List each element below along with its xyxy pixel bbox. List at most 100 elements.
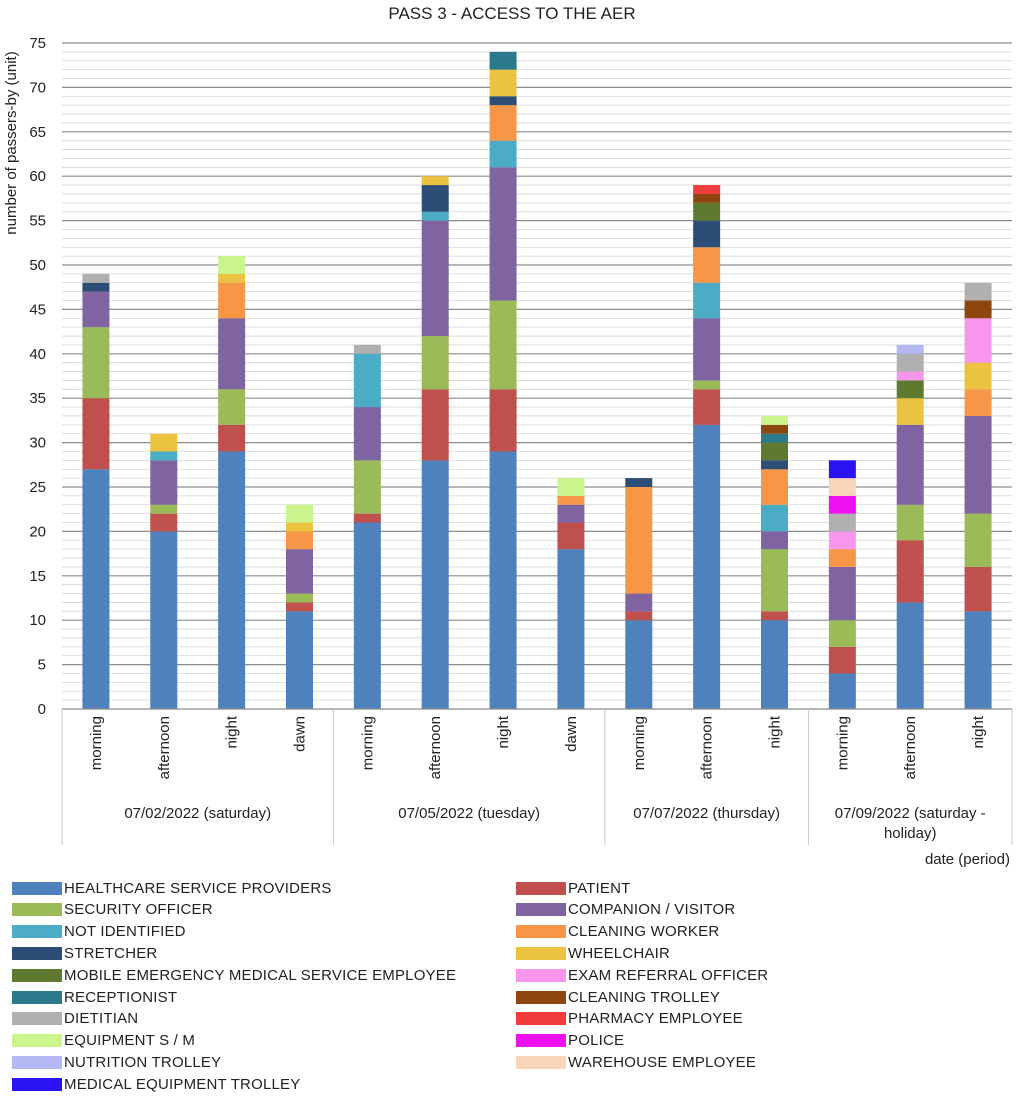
bar-segment <box>422 221 449 336</box>
group-label: 07/07/2022 (thursday) <box>633 805 780 822</box>
legend-swatch <box>12 903 62 916</box>
y-tick-label: 15 <box>29 568 46 585</box>
legend-swatch <box>516 1012 566 1025</box>
x-tick-label: morning <box>359 716 376 770</box>
x-tick-label: afternoon <box>427 716 444 779</box>
legend-item: HEALTHCARE SERVICE PROVIDERS <box>12 878 332 898</box>
bar-segment <box>490 141 517 168</box>
y-tick-label: 20 <box>29 523 46 540</box>
bar-segment <box>965 301 992 319</box>
bar-segment <box>761 460 788 469</box>
bar-segment <box>150 434 177 452</box>
bar-segment <box>557 505 584 523</box>
bar-segment <box>761 505 788 532</box>
bar-segment <box>897 602 924 709</box>
legend-item: COMPANION / VISITOR <box>516 900 735 920</box>
stacked-bar-chart: PASS 3 - ACCESS TO THE AER number of pas… <box>0 0 1024 878</box>
bar-segment <box>557 496 584 505</box>
bar-segment <box>965 567 992 611</box>
legend-item: PATIENT <box>516 878 631 898</box>
legend-item: CLEANING WORKER <box>516 922 719 942</box>
group-label: 07/09/2022 (saturday -holiday) <box>835 805 986 842</box>
y-tick-label: 10 <box>29 612 46 629</box>
y-tick-label: 40 <box>29 346 46 363</box>
legend-swatch <box>12 947 62 960</box>
legend-item: MOBILE EMERGENCY MEDICAL SERVICE EMPLOYE… <box>12 965 456 985</box>
bar-segment <box>693 247 720 283</box>
bar-segment <box>693 194 720 203</box>
bar-segment <box>422 336 449 389</box>
bar-segment <box>354 523 381 709</box>
bar-segment <box>761 531 788 549</box>
legend-label: RECEPTIONIST <box>64 989 177 1006</box>
bar-segment <box>286 505 313 523</box>
x-axis: morning afternoon night dawn morning afternoo… <box>62 709 1012 845</box>
bar-segment <box>354 514 381 523</box>
legend-item: NOT IDENTIFIED <box>12 922 186 942</box>
bar-segment <box>761 425 788 434</box>
legend-swatch <box>516 947 566 960</box>
x-tick-label: morning <box>631 716 648 770</box>
bar-segment <box>82 292 109 328</box>
bar-segment <box>286 594 313 603</box>
bar-segment <box>693 425 720 709</box>
bar-segment <box>693 221 720 248</box>
y-tick-label: 5 <box>38 657 46 674</box>
bar-segment <box>693 283 720 319</box>
legend-swatch <box>12 882 62 895</box>
group-label: 07/02/2022 (saturday) <box>124 805 271 822</box>
bar-segment <box>218 425 245 452</box>
bar-segment <box>829 460 856 478</box>
bar-segment <box>82 274 109 283</box>
bar-segment <box>897 380 924 398</box>
legend-item: STRETCHER <box>12 943 157 963</box>
gridlines <box>62 43 1012 700</box>
legend-item: WAREHOUSE EMPLOYEE <box>516 1052 756 1072</box>
y-tick-label: 45 <box>29 301 46 318</box>
chart-title: PASS 3 - ACCESS TO THE AER <box>388 4 635 23</box>
y-axis-ticks: 0 5 10 15 20 25 30 35 40 45 50 55 60 65 70 75 <box>29 35 46 718</box>
bar-segment <box>625 620 652 709</box>
bar-segment <box>422 185 449 212</box>
legend-item: MEDICAL EQUIPMENT TROLLEY <box>12 1074 300 1094</box>
bar-segment <box>897 505 924 541</box>
legend-label: CLEANING WORKER <box>568 923 719 940</box>
bar-segment <box>625 611 652 620</box>
x-tick-label: morning <box>88 716 105 770</box>
bar-segment <box>829 673 856 709</box>
legend-label: EQUIPMENT S / M <box>64 1032 195 1049</box>
legend-label: PATIENT <box>568 880 631 897</box>
bar-segment <box>897 345 924 354</box>
y-tick-label: 35 <box>29 390 46 407</box>
bar-segment <box>761 469 788 505</box>
legend-swatch <box>12 991 62 1004</box>
bar-segment <box>422 389 449 460</box>
x-tick-label: night <box>224 715 241 748</box>
legend-label: POLICE <box>568 1032 624 1049</box>
bar-segment <box>490 70 517 97</box>
bar-segment <box>286 523 313 532</box>
legend-item: CLEANING TROLLEY <box>516 987 720 1007</box>
bar-segment <box>829 514 856 532</box>
bar-segment <box>490 96 517 105</box>
bar-segment <box>897 540 924 602</box>
bar-segment <box>693 380 720 389</box>
bar-segment <box>829 549 856 567</box>
y-tick-label: 50 <box>29 257 46 274</box>
bar-segment <box>829 567 856 620</box>
y-tick-label: 75 <box>29 35 46 52</box>
bar-segment <box>490 301 517 390</box>
legend-item: NUTRITION TROLLEY <box>12 1052 221 1072</box>
bar-segment <box>354 460 381 513</box>
bar-segment <box>761 443 788 461</box>
x-tick-label: dawn <box>563 716 580 752</box>
bar-segment <box>557 549 584 709</box>
bar-segment <box>625 478 652 487</box>
bar-segment <box>625 594 652 612</box>
bar-segment <box>286 531 313 549</box>
legend-item: RECEPTIONIST <box>12 987 177 1007</box>
bar-segment <box>82 469 109 709</box>
legend-label: MEDICAL EQUIPMENT TROLLEY <box>64 1076 300 1093</box>
bar-segment <box>490 451 517 709</box>
bar-segment <box>829 531 856 549</box>
